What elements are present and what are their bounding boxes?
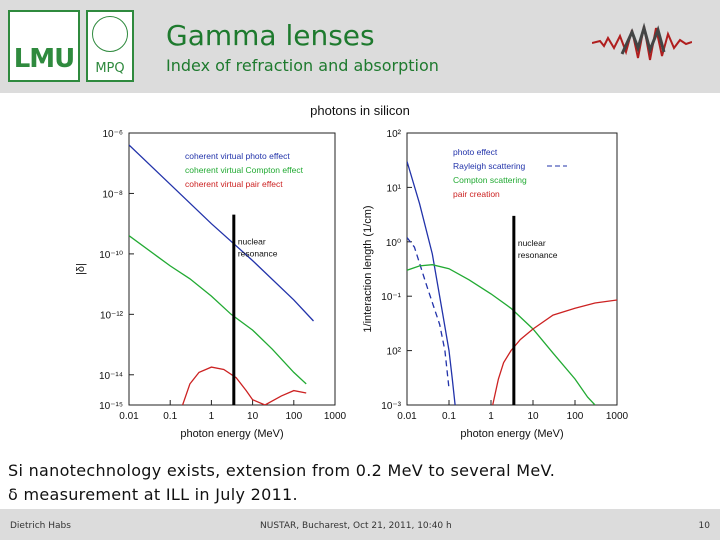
wave-logo-icon	[592, 22, 692, 61]
y-axis-label: 1/interaction length (1/cm)	[362, 205, 374, 332]
body-line-1: Si nanotechnology exists, extension from…	[8, 461, 556, 480]
slide-header: LMU MPQ Gamma lenses Index of refraction…	[0, 0, 720, 93]
plot-frame	[406, 132, 618, 406]
slide-subtitle: Index of refraction and absorption	[166, 56, 439, 75]
slide-title: Gamma lenses	[166, 19, 375, 52]
nuclear-resonance-label: nuclear	[518, 238, 546, 248]
legend-entry: coherent virtual photo effect	[185, 151, 290, 161]
y-tick-label: 10⁻³	[381, 401, 401, 412]
x-tick-label: 10	[527, 411, 539, 422]
footer-author: Dietrich Habs	[10, 521, 71, 531]
series-line-1	[407, 161, 456, 405]
y-tick-label: 10⁻¹⁴	[99, 371, 123, 382]
interaction-length-chart: 0.01 0.1 1 10 100 1000 10² 10¹ 10⁰ 10⁻¹ 10² 10⁻³ pho…	[362, 129, 629, 440]
series-line-2	[407, 237, 450, 389]
series-line-3	[407, 264, 596, 405]
series-line-1	[129, 144, 314, 322]
lmu-logo: LMU	[8, 10, 80, 82]
y-tick-label: 10⁻¹	[381, 292, 401, 303]
y-tick-label: 10²	[387, 347, 402, 358]
body-line-2: δ measurement at ILL in July 2011.	[8, 485, 298, 504]
legend-entry: Compton scattering	[453, 175, 527, 185]
silicon-photon-figure: 0.01 0.1 1 10 100 1000 10⁻⁶ 10⁻⁸ 10⁻¹⁰ 10⁻¹² 10⁻¹⁴…	[75, 129, 629, 440]
x-tick-label: 100	[567, 411, 584, 422]
nuclear-resonance-label: resonance	[238, 249, 278, 259]
x-axis-label: photon energy (MeV)	[460, 428, 563, 440]
x-tick-label: 1	[488, 411, 494, 422]
y-tick-label: 10⁻⁸	[102, 189, 123, 200]
footer-page-number: 10	[698, 521, 710, 531]
legend-entry: Rayleigh scattering	[453, 161, 526, 171]
plot-frame	[128, 132, 336, 406]
series-line-3	[181, 366, 307, 405]
legend-entry: coherent virtual Compton effect	[185, 165, 304, 175]
x-tick-label: 0.1	[163, 411, 177, 422]
series-line-4	[492, 299, 617, 405]
y-tick-label: 10⁻¹⁰	[99, 250, 123, 261]
y-axis-label: |δ|	[75, 263, 87, 275]
x-axis-label: photon energy (MeV)	[180, 428, 283, 440]
lmu-logo-text: LMU	[13, 44, 76, 74]
footer-event: NUSTAR, Bucharest, Oct 21, 2011, 10:40 h	[260, 521, 452, 531]
x-tick-label: 1	[209, 411, 215, 422]
x-tick-label: 0.1	[442, 411, 456, 422]
x-tick-label: 0.01	[397, 411, 417, 422]
y-tick-label: 10⁻¹²	[100, 310, 124, 321]
y-tick-label: 10¹	[387, 183, 402, 194]
x-tick-label: 100	[285, 411, 302, 422]
y-tick-label: 10⁻⁶	[102, 129, 123, 140]
figure-title: photons in silicon	[310, 103, 410, 118]
delta-chart: 0.01 0.1 1 10 100 1000 10⁻⁶ 10⁻⁸ 10⁻¹⁰ 10⁻¹² 10⁻¹⁴…	[75, 129, 347, 440]
slide-footer: Dietrich Habs NUSTAR, Bucharest, Oct 21,…	[0, 509, 720, 540]
legend-entry: pair creation	[453, 189, 500, 199]
nuclear-resonance-label: nuclear	[238, 237, 266, 247]
y-tick-label: 10²	[387, 129, 402, 140]
mpq-seal-icon	[92, 16, 128, 52]
mpq-logo: MPQ	[86, 10, 134, 82]
y-tick-label: 10⁰	[386, 238, 401, 249]
x-tick-label: 1000	[606, 411, 629, 422]
legend-entry: coherent virtual pair effect	[185, 179, 283, 189]
x-tick-label: 0.01	[119, 411, 139, 422]
series-line-2	[129, 235, 307, 385]
nuclear-resonance-label: resonance	[518, 250, 558, 260]
y-tick-label: 10⁻¹⁵	[99, 401, 123, 412]
x-tick-label: 10	[247, 411, 259, 422]
x-tick-label: 1000	[324, 411, 347, 422]
mpq-logo-text: MPQ	[95, 61, 125, 76]
legend-entry: photo effect	[453, 147, 498, 157]
